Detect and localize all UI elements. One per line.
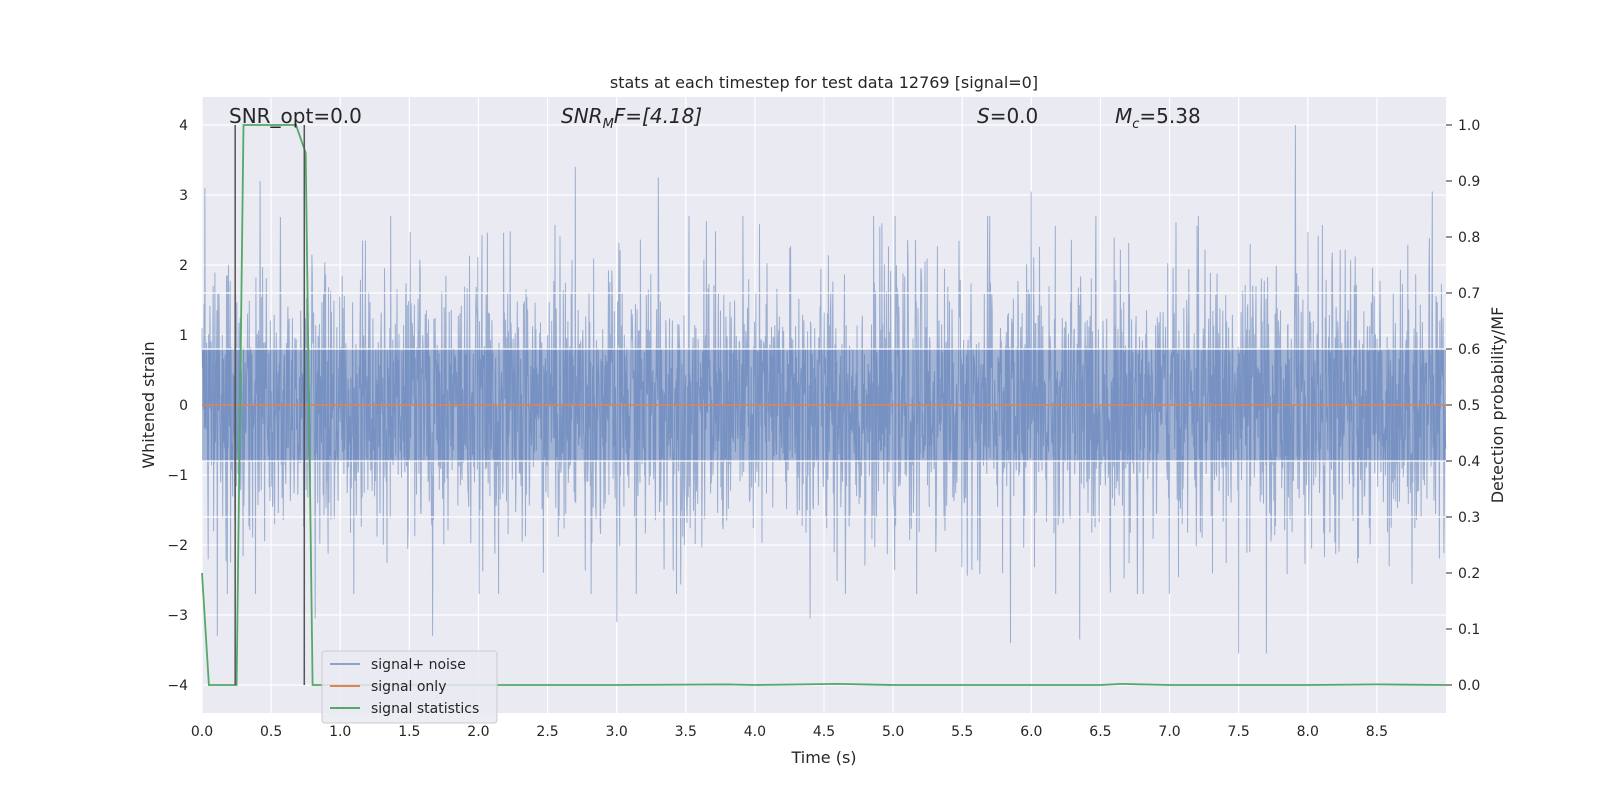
y-right-tick-label: 0.6 <box>1458 342 1480 358</box>
x-tick-label: 3.0 <box>606 724 628 740</box>
annotation-snr-opt: SNR_opt=0.0 <box>229 104 362 128</box>
y-right-tick-label: 0.9 <box>1458 174 1480 190</box>
y-left-tick-label: −3 <box>167 608 188 624</box>
y-left-axis-ticks: 4 3 2 1 0 −1 −2 −3 −4 <box>167 118 188 694</box>
series-signal-noise <box>201 124 1447 654</box>
y-right-tick-label: 0.3 <box>1458 510 1480 526</box>
x-tick-label: 5.5 <box>951 724 973 740</box>
x-tick-label: 8.5 <box>1366 724 1388 740</box>
x-axis-label: Time (s) <box>790 748 856 767</box>
y-right-tick-label: 0.0 <box>1458 678 1480 694</box>
x-tick-label: 4.5 <box>813 724 835 740</box>
y-left-tick-label: 4 <box>179 118 188 134</box>
y-right-tick-label: 0.4 <box>1458 454 1480 470</box>
y-left-tick-label: −1 <box>167 468 188 484</box>
y-right-tick-label: 0.7 <box>1458 286 1480 302</box>
y-left-tick-label: −4 <box>167 678 188 694</box>
y-right-tick-label: 0.8 <box>1458 230 1480 246</box>
white-rules <box>202 292 1446 518</box>
y-right-tick-label: 1.0 <box>1458 118 1480 134</box>
y-right-axis-ticks: 1.0 0.9 0.8 0.7 0.6 0.5 0.4 0.3 0.2 0.1 0.0 <box>1446 118 1480 694</box>
x-tick-label: 0.0 <box>191 724 213 740</box>
legend-label-signal-statistics: signal statistics <box>371 701 479 717</box>
x-tick-label: 1.5 <box>398 724 420 740</box>
x-tick-label: 8.0 <box>1297 724 1319 740</box>
y-right-tick-label: 0.1 <box>1458 622 1480 638</box>
x-tick-label: 7.5 <box>1228 724 1250 740</box>
y-right-tick-label: 0.5 <box>1458 398 1480 414</box>
x-tick-label: 7.0 <box>1158 724 1180 740</box>
y-right-tick-label: 0.2 <box>1458 566 1480 582</box>
x-tick-label: 2.5 <box>536 724 558 740</box>
x-tick-label: 3.5 <box>675 724 697 740</box>
y-left-axis-label: Whitened strain <box>139 341 158 468</box>
y-left-tick-label: 0 <box>179 398 188 414</box>
annotation-s: S=0.0 <box>977 104 1038 128</box>
x-tick-label: 1.0 <box>329 724 351 740</box>
annotation-snr-mf: SNRMF=[4.18] <box>561 104 702 132</box>
legend-label-signal-noise: signal+ noise <box>371 657 466 673</box>
y-left-tick-label: −2 <box>167 538 188 554</box>
legend-label-signal-only: signal only <box>371 679 446 695</box>
y-left-tick-label: 1 <box>179 328 188 344</box>
x-tick-label: 6.5 <box>1089 724 1111 740</box>
x-tick-label: 2.0 <box>467 724 489 740</box>
x-tick-label: 6.0 <box>1020 724 1042 740</box>
legend-box <box>321 650 498 724</box>
y-right-axis-label: Detection probability/MF <box>1488 307 1507 504</box>
x-tick-label: 5.0 <box>882 724 904 740</box>
y-left-tick-label: 3 <box>179 188 188 204</box>
x-axis-ticks: 0.0 0.5 1.0 1.5 2.0 2.5 3.0 3.5 4.0 4.5 5.0 5.5 6.0 6… <box>191 724 1388 740</box>
chart-title: stats at each timestep for test data 127… <box>610 73 1038 92</box>
x-tick-label: 4.0 <box>744 724 766 740</box>
y-left-tick-label: 2 <box>179 258 188 274</box>
x-tick-label: 0.5 <box>260 724 282 740</box>
legend: signal+ noise signal only signal statist… <box>321 650 498 724</box>
vertical-markers <box>234 125 306 685</box>
annotation-mc: Mc=5.38 <box>1115 104 1201 132</box>
